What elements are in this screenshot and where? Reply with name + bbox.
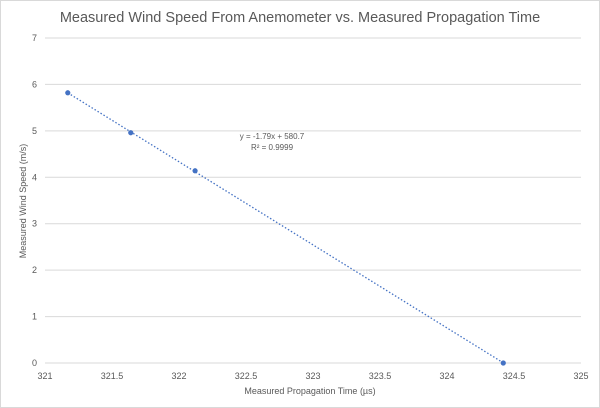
trendline-equation: y = -1.79x + 580.7 <box>240 132 305 141</box>
y-tick-label: 7 <box>32 33 37 43</box>
gridlines <box>45 37 581 364</box>
x-tick-label: 324.5 <box>503 371 526 381</box>
y-tick-label: 2 <box>32 265 37 275</box>
trendline-layer <box>67 92 504 364</box>
x-tick-label: 323.5 <box>369 371 392 381</box>
x-tick-label: 324 <box>439 371 454 381</box>
x-tick-label: 321 <box>37 371 52 381</box>
y-tick-label: 4 <box>32 172 37 182</box>
x-tick-label: 325 <box>573 371 588 381</box>
trendline-r-squared: R² = 0.9999 <box>251 143 294 152</box>
y-tick-label: 0 <box>32 358 37 368</box>
trendline <box>67 92 504 364</box>
x-axis-title: Measured Propagation Time (µs) <box>244 386 375 396</box>
y-tick-label: 3 <box>32 219 37 229</box>
x-tick-label: 322.5 <box>235 371 258 381</box>
y-tick-label: 6 <box>32 79 37 89</box>
axes: 0 1 2 3 4 5 6 7 321 321.5 322 322.5 323 323.5 324 324.5… <box>32 33 589 381</box>
data-point <box>192 168 198 174</box>
x-tick-label: 321.5 <box>101 371 124 381</box>
y-tick-label: 5 <box>32 126 37 136</box>
data-point <box>65 90 71 96</box>
data-point <box>500 360 506 366</box>
y-axis-title: Measured Wind Speed (m/s) <box>18 144 28 259</box>
x-tick-label: 323 <box>305 371 320 381</box>
chart-title: Measured Wind Speed From Anemometer vs. … <box>59 10 541 26</box>
data-points <box>65 90 506 366</box>
y-tick-label: 1 <box>32 312 37 322</box>
data-point <box>128 130 134 136</box>
x-tick-label: 322 <box>171 371 186 381</box>
